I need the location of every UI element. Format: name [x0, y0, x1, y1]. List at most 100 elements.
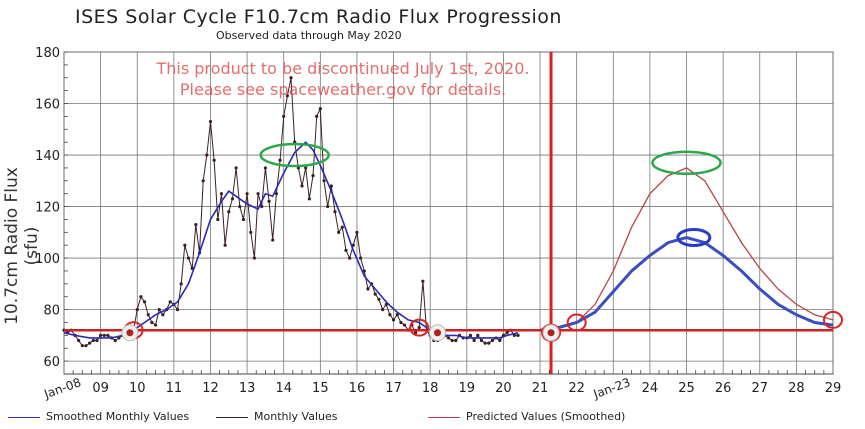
y-tick-label: 80	[43, 304, 60, 319]
monthly-value-point	[340, 225, 344, 229]
monthly-value-point	[300, 184, 304, 188]
monthly-value-point	[223, 243, 227, 247]
monthly-value-point	[113, 338, 117, 343]
monthly-value-point	[205, 153, 209, 157]
monthly-value-point	[91, 338, 95, 343]
legend-smoothed-swatch	[8, 416, 40, 418]
anchor-dot	[434, 329, 442, 337]
x-tick-label: 25	[678, 381, 695, 396]
monthly-values-line	[63, 77, 519, 347]
monthly-value-point	[80, 344, 84, 348]
x-tick-label: 29	[825, 381, 842, 396]
monthly-value-point	[333, 210, 337, 214]
monthly-value-point	[256, 192, 260, 196]
monthly-value-point	[479, 338, 484, 343]
y-tick-label: 140	[35, 149, 60, 164]
monthly-value-point	[318, 107, 322, 111]
monthly-value-point	[274, 192, 278, 196]
monthly-value-point	[391, 318, 396, 322]
legend-predicted-label: Predicted Values (Smoothed)	[466, 410, 626, 423]
monthly-value-point	[344, 248, 348, 252]
monthly-value-point	[380, 308, 385, 312]
monthly-value-point	[359, 256, 363, 260]
monthly-value-point	[304, 166, 308, 170]
monthly-value-point	[245, 192, 249, 196]
predicted-values-line	[539, 167, 834, 331]
x-tick-label: 21	[532, 381, 549, 396]
monthly-value-point	[106, 333, 110, 337]
predicted-peak-ellipse	[676, 227, 712, 247]
monthly-value-point	[450, 338, 454, 343]
legend-smoothed-label: Smoothed Monthly Values	[46, 410, 190, 423]
x-tick-label: 22	[568, 381, 585, 396]
monthly-value-point	[388, 313, 392, 317]
monthly-value-point	[348, 256, 352, 260]
chart-title: ISES Solar Cycle F10.7cm Radio Flux Prog…	[75, 6, 562, 28]
monthly-value-point	[417, 326, 421, 330]
monthly-value-point	[230, 197, 235, 201]
monthly-value-point	[219, 192, 224, 196]
plot-frame	[63, 51, 834, 375]
legend-monthly-swatch	[216, 416, 248, 418]
grid	[63, 51, 834, 375]
monthly-value-point	[135, 308, 139, 312]
monthly-value-point	[260, 204, 264, 209]
legend-predicted: Predicted Values (Smoothed)	[428, 410, 625, 423]
discontinued-notice: This product to be discontinued July 1st…	[128, 58, 558, 100]
x-tick-label: 26	[715, 381, 732, 396]
monthly-value-point	[99, 333, 103, 337]
monthly-value-point	[282, 114, 286, 118]
monthly-value-point	[326, 204, 330, 209]
predicted-lower-line	[539, 235, 834, 332]
monthly-value-point	[454, 338, 458, 343]
x-tick-label: 14	[275, 381, 292, 396]
y-tick-label: 100	[35, 252, 60, 267]
highlight-circle	[566, 313, 587, 332]
monthly-value-point	[399, 320, 403, 325]
smoothed-values-line	[63, 141, 519, 339]
x-tick-label: 18	[422, 381, 439, 396]
peak-ellipse	[651, 150, 722, 176]
monthly-value-point	[153, 323, 158, 327]
monthly-value-point	[216, 217, 220, 222]
monthly-value-point	[421, 279, 425, 283]
monthly-value-point	[307, 197, 311, 201]
monthly-value-point	[362, 269, 366, 273]
monthly-value-point	[168, 300, 172, 304]
monthly-value-point	[487, 341, 491, 345]
legend-monthly-label: Monthly Values	[254, 410, 338, 423]
monthly-value-point	[84, 344, 88, 348]
marker-layer	[64, 52, 843, 374]
x-tick-label: 09	[92, 381, 109, 396]
monthly-value-point	[476, 333, 480, 337]
monthly-value-point	[278, 158, 282, 162]
monthly-value-point	[377, 297, 381, 301]
monthly-value-point	[468, 333, 473, 337]
notice-line-1: This product to be discontinued July 1st…	[156, 59, 530, 78]
monthly-value-point	[102, 333, 106, 337]
x-tick-label: 13	[239, 381, 256, 396]
monthly-value-point	[241, 217, 246, 222]
x-tick-label: 27	[751, 381, 768, 396]
monthly-value-point	[516, 333, 520, 337]
monthly-value-point	[311, 174, 315, 178]
legend-predicted-swatch	[428, 416, 460, 418]
series-layer	[62, 76, 834, 348]
monthly-value-point	[446, 336, 451, 340]
monthly-value-point	[77, 338, 81, 343]
anchor-dot	[547, 329, 555, 337]
anchor-dot	[126, 329, 134, 337]
monthly-value-point	[227, 210, 231, 214]
x-tick-label: 11	[166, 381, 183, 396]
monthly-value-point	[194, 222, 198, 227]
peak-ellipse	[259, 142, 330, 168]
monthly-value-point	[289, 76, 293, 80]
monthly-value-point	[373, 292, 377, 296]
monthly-value-point	[271, 238, 275, 242]
monthly-value-point	[186, 256, 191, 260]
y-tick-label: 160	[35, 98, 60, 113]
monthly-value-point	[395, 313, 399, 317]
monthly-value-point	[490, 338, 495, 343]
highlight-circle	[823, 310, 843, 329]
monthly-value-point	[366, 287, 370, 291]
